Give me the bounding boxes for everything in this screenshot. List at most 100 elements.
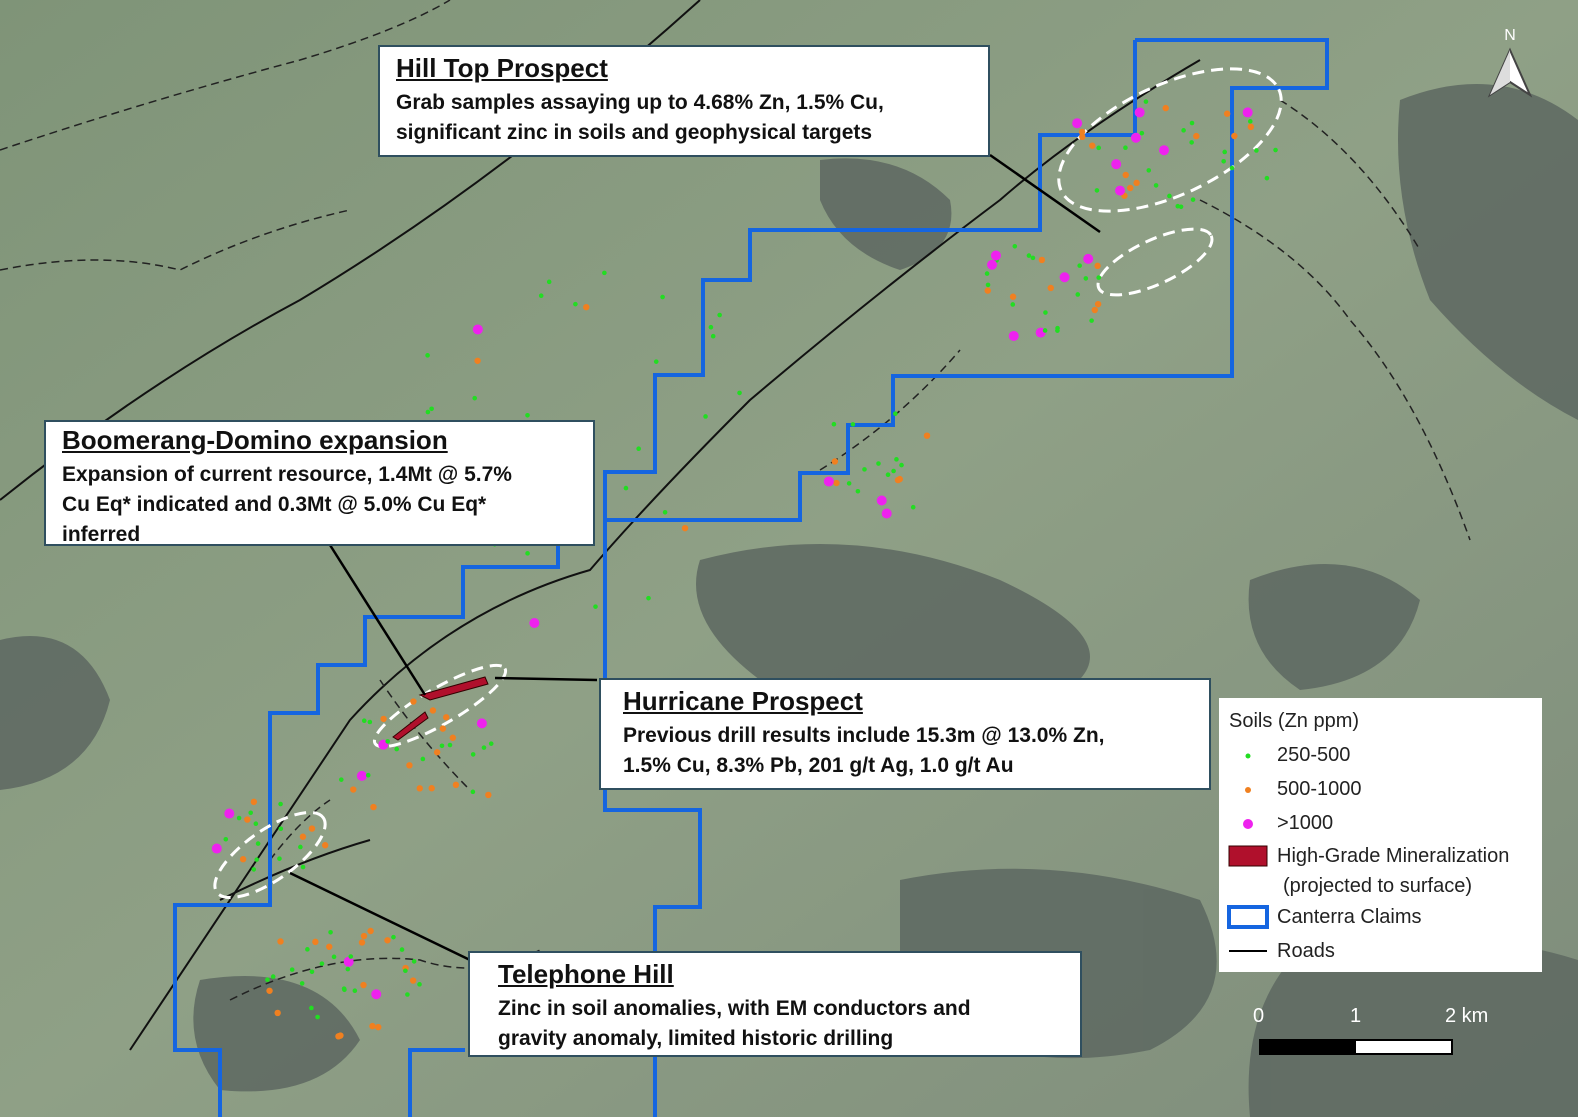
soil-sample [309,1005,314,1011]
soil-sample [250,798,258,806]
legend-item: Canterra Claims [1277,906,1422,928]
soil-sample [236,815,242,821]
legend-item: >1000 [1277,812,1334,834]
soil-sample [1167,193,1172,199]
soil-sample [321,842,329,849]
callout-text: Grab samples assaying up to 4.68% Zn, 1.… [396,91,884,114]
soil-sample [385,739,390,744]
soil-sample [211,843,222,854]
soil-sample [885,472,891,478]
soil-sample [254,857,260,862]
callout-text: gravity anomaly, limited historic drilli… [498,1027,894,1050]
soil-sample [370,803,377,811]
soil-sample [1242,107,1253,118]
soil-sample [371,989,382,1000]
soil-sample [429,707,437,714]
soil-sample [328,929,333,935]
soil-sample [447,742,453,748]
soil-sample [367,927,374,935]
soil-sample [1072,118,1083,129]
soil-sample [737,390,742,396]
soil-sample [1143,99,1149,104]
soil-sample [1094,262,1101,270]
soil-sample [485,791,492,799]
soil-sample [1247,119,1253,124]
soil-sample [1273,147,1278,153]
soil-sample [299,833,307,840]
callout-text: 1.5% Cu, 8.3% Pb, 201 g/t Ag, 1.0 g/t Au [623,754,1014,777]
soil-sample [1008,330,1019,341]
soil-sample [369,1022,376,1030]
soil-sample [439,743,445,749]
soil-sample [1042,328,1048,333]
soil-sample [529,618,540,629]
soil-sample [266,987,273,994]
soil-sample [653,359,659,364]
soil-sample [326,943,333,950]
soil-sample [1247,123,1255,131]
soil-sample [593,604,598,609]
soil-sample [710,333,716,339]
legend-item: 250-500 [1277,744,1351,766]
soil-sample [681,524,689,532]
legend-item: 500-1000 [1277,778,1362,800]
soil-sample [277,856,282,861]
callout: Telephone Hill Zinc in soil anomalies, w… [468,951,1082,1057]
soil-sample [405,992,410,997]
legend-item: High-Grade Mineralization [1277,845,1510,867]
soil-sample [312,938,319,946]
soil-sample [1130,132,1141,143]
soil-sample [341,986,347,991]
soil-sample [1229,165,1235,171]
soil-sample [1189,120,1195,126]
soil-sample [1043,310,1048,315]
soil-sample [300,864,306,870]
soil-sample [356,770,367,781]
soil-sample [923,432,931,439]
legend-item: (projected to surface) [1283,875,1472,897]
soil-sample [1223,110,1231,117]
soil-sample [315,1014,320,1020]
soil-sample [410,698,417,705]
soil-sample [481,745,487,750]
soil-sample [1075,292,1081,297]
soil-sample [1091,306,1098,314]
soil-sample [1181,128,1186,133]
scale-bar [1259,1039,1453,1055]
soil-sample [893,411,898,416]
soil-sample [1190,197,1196,202]
legend: Soils (Zn ppm) 250-500 500-1000 >1000 Hi… [1219,698,1542,972]
soil-sample [358,939,366,946]
callout-text: Expansion of current resource, 1.4Mt @ 5… [62,463,512,486]
soil-sample [1133,179,1140,187]
soil-sample [1094,300,1102,308]
soil-sample [1153,183,1159,188]
soil-sample [417,982,422,987]
soil-sample [278,801,283,807]
soil-sample [224,808,235,819]
soil-sample [425,353,430,358]
soil-sample [660,294,665,300]
soil-sample [255,841,261,846]
soil-sample [299,981,305,986]
scale-label: 1 [1350,1005,1362,1027]
soil-sample [384,937,391,944]
soil-sample [990,250,1001,261]
soil-sample [1111,159,1122,170]
soil-sample [360,932,368,940]
soil-sample [406,762,413,769]
soil-sample [573,301,578,307]
soil-sample [1096,275,1102,280]
soil-sample [1254,148,1259,153]
soil-sample [443,714,450,721]
soil-sample [449,734,457,741]
soil-sample [472,395,478,401]
soil-sample [1055,328,1060,333]
soil-sample [1010,302,1016,307]
soil-sample [420,756,426,762]
callout-text: Cu Eq* indicated and 0.3Mt @ 5.0% Cu Eq* [62,493,487,516]
callout-text: significant zinc in soils and geophysica… [396,121,873,144]
soil-sample [360,981,367,989]
soil-sample [538,293,544,298]
